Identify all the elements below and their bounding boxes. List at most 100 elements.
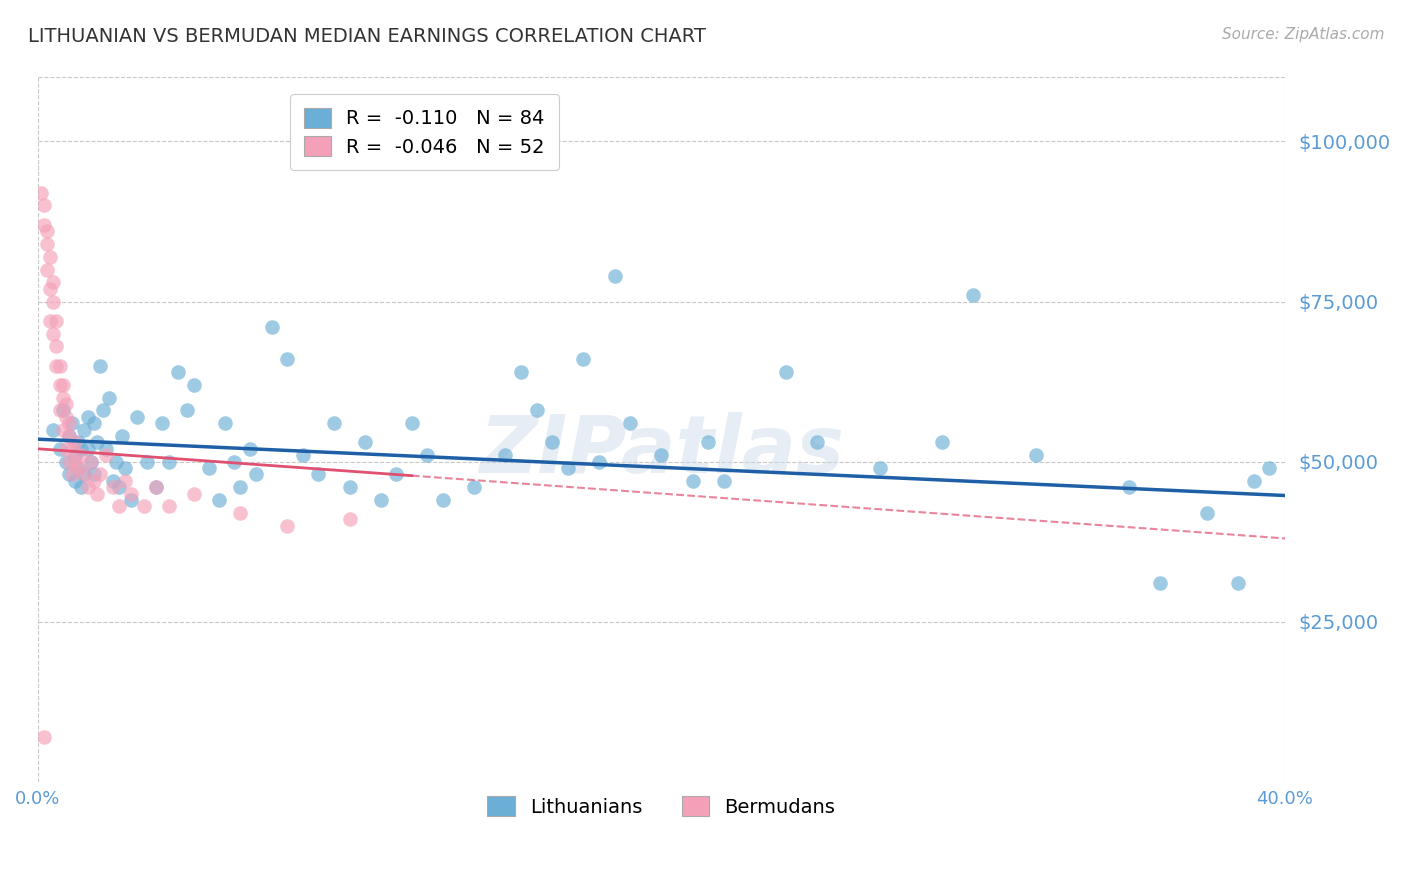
Point (603, 268, 626, 283)
Point (35, 262, 58, 277)
Point (114, 461, 136, 475)
Point (260, 320, 283, 334)
Point (42, 294, 65, 309)
Point (42, 326, 65, 341)
Legend: Lithuanians, Bermudans: Lithuanians, Bermudans (479, 789, 844, 825)
Point (32, 218, 55, 232)
Point (107, 480, 129, 494)
Point (806, 435, 828, 450)
Point (80, 454, 103, 468)
Point (35, 236, 58, 251)
Point (157, 454, 180, 468)
Point (104, 454, 127, 468)
Point (245, 467, 267, 482)
Point (339, 512, 361, 526)
Point (962, 288, 984, 302)
Point (307, 467, 329, 482)
Point (183, 486, 205, 500)
Point (73, 423, 96, 437)
Point (157, 500, 180, 514)
Point (96, 442, 118, 456)
Point (39, 250, 62, 264)
Point (89, 467, 111, 482)
Point (45, 339, 67, 353)
Point (76, 409, 98, 424)
Point (73, 467, 96, 482)
Point (67, 461, 90, 475)
Point (1243, 474, 1265, 488)
Point (132, 500, 155, 514)
Point (96, 448, 118, 462)
Point (76, 480, 98, 494)
Point (42, 423, 65, 437)
Point (48, 403, 70, 417)
Point (135, 454, 157, 468)
Point (86, 435, 108, 450)
Point (183, 377, 205, 392)
Point (70, 442, 93, 456)
Point (63, 474, 86, 488)
Point (83, 474, 105, 488)
Point (52, 377, 75, 392)
Point (101, 474, 124, 488)
Point (55, 409, 77, 424)
Point (239, 442, 262, 456)
Point (229, 506, 252, 520)
Point (931, 435, 953, 450)
Point (152, 416, 174, 430)
Point (207, 493, 229, 508)
Text: ZIPatlas: ZIPatlas (479, 412, 844, 490)
Text: LITHUANIAN VS BERMUDAN MEDIAN EARNINGS CORRELATION CHART: LITHUANIAN VS BERMUDAN MEDIAN EARNINGS C… (28, 27, 706, 45)
Point (869, 461, 891, 475)
Point (86, 486, 108, 500)
Point (52, 391, 75, 405)
Point (370, 493, 392, 508)
Point (39, 314, 62, 328)
Point (120, 493, 142, 508)
Point (120, 486, 142, 500)
Point (198, 461, 221, 475)
Point (107, 500, 129, 514)
Point (463, 480, 485, 494)
Point (83, 416, 105, 430)
Point (48, 359, 70, 373)
Point (682, 474, 704, 488)
Point (30, 186, 52, 200)
Point (67, 461, 90, 475)
Point (401, 416, 423, 430)
Point (167, 365, 190, 379)
Point (276, 352, 298, 367)
Point (55, 397, 77, 411)
Point (52, 403, 75, 417)
Point (63, 448, 86, 462)
Point (70, 480, 93, 494)
Point (58, 429, 80, 443)
Point (73, 467, 96, 482)
Point (32, 198, 55, 212)
Point (650, 448, 672, 462)
Point (60, 416, 83, 430)
Point (145, 480, 167, 494)
Point (510, 365, 533, 379)
Point (229, 480, 252, 494)
Point (32, 730, 55, 744)
Point (276, 518, 298, 533)
Point (39, 282, 62, 296)
Point (67, 435, 90, 450)
Point (42, 275, 65, 289)
Point (713, 474, 735, 488)
Point (63, 435, 86, 450)
Point (416, 448, 439, 462)
Point (588, 454, 610, 468)
Point (339, 480, 361, 494)
Point (91, 403, 114, 417)
Point (1149, 576, 1171, 591)
Point (1258, 461, 1281, 475)
Point (1227, 576, 1250, 591)
Point (45, 314, 67, 328)
Point (385, 467, 408, 482)
Point (48, 442, 70, 456)
Point (322, 416, 344, 430)
Point (83, 467, 105, 482)
Point (101, 480, 124, 494)
